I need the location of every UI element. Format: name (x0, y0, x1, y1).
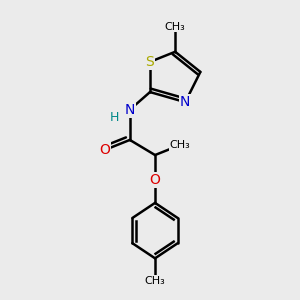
Text: N: N (125, 103, 135, 117)
Text: CH₃: CH₃ (165, 22, 186, 32)
Text: O: O (99, 143, 110, 157)
Text: H: H (110, 111, 119, 124)
Text: O: O (150, 173, 160, 187)
Text: N: N (180, 95, 190, 109)
Text: S: S (146, 55, 154, 69)
Text: CH₃: CH₃ (170, 140, 190, 150)
Text: CH₃: CH₃ (145, 276, 165, 286)
